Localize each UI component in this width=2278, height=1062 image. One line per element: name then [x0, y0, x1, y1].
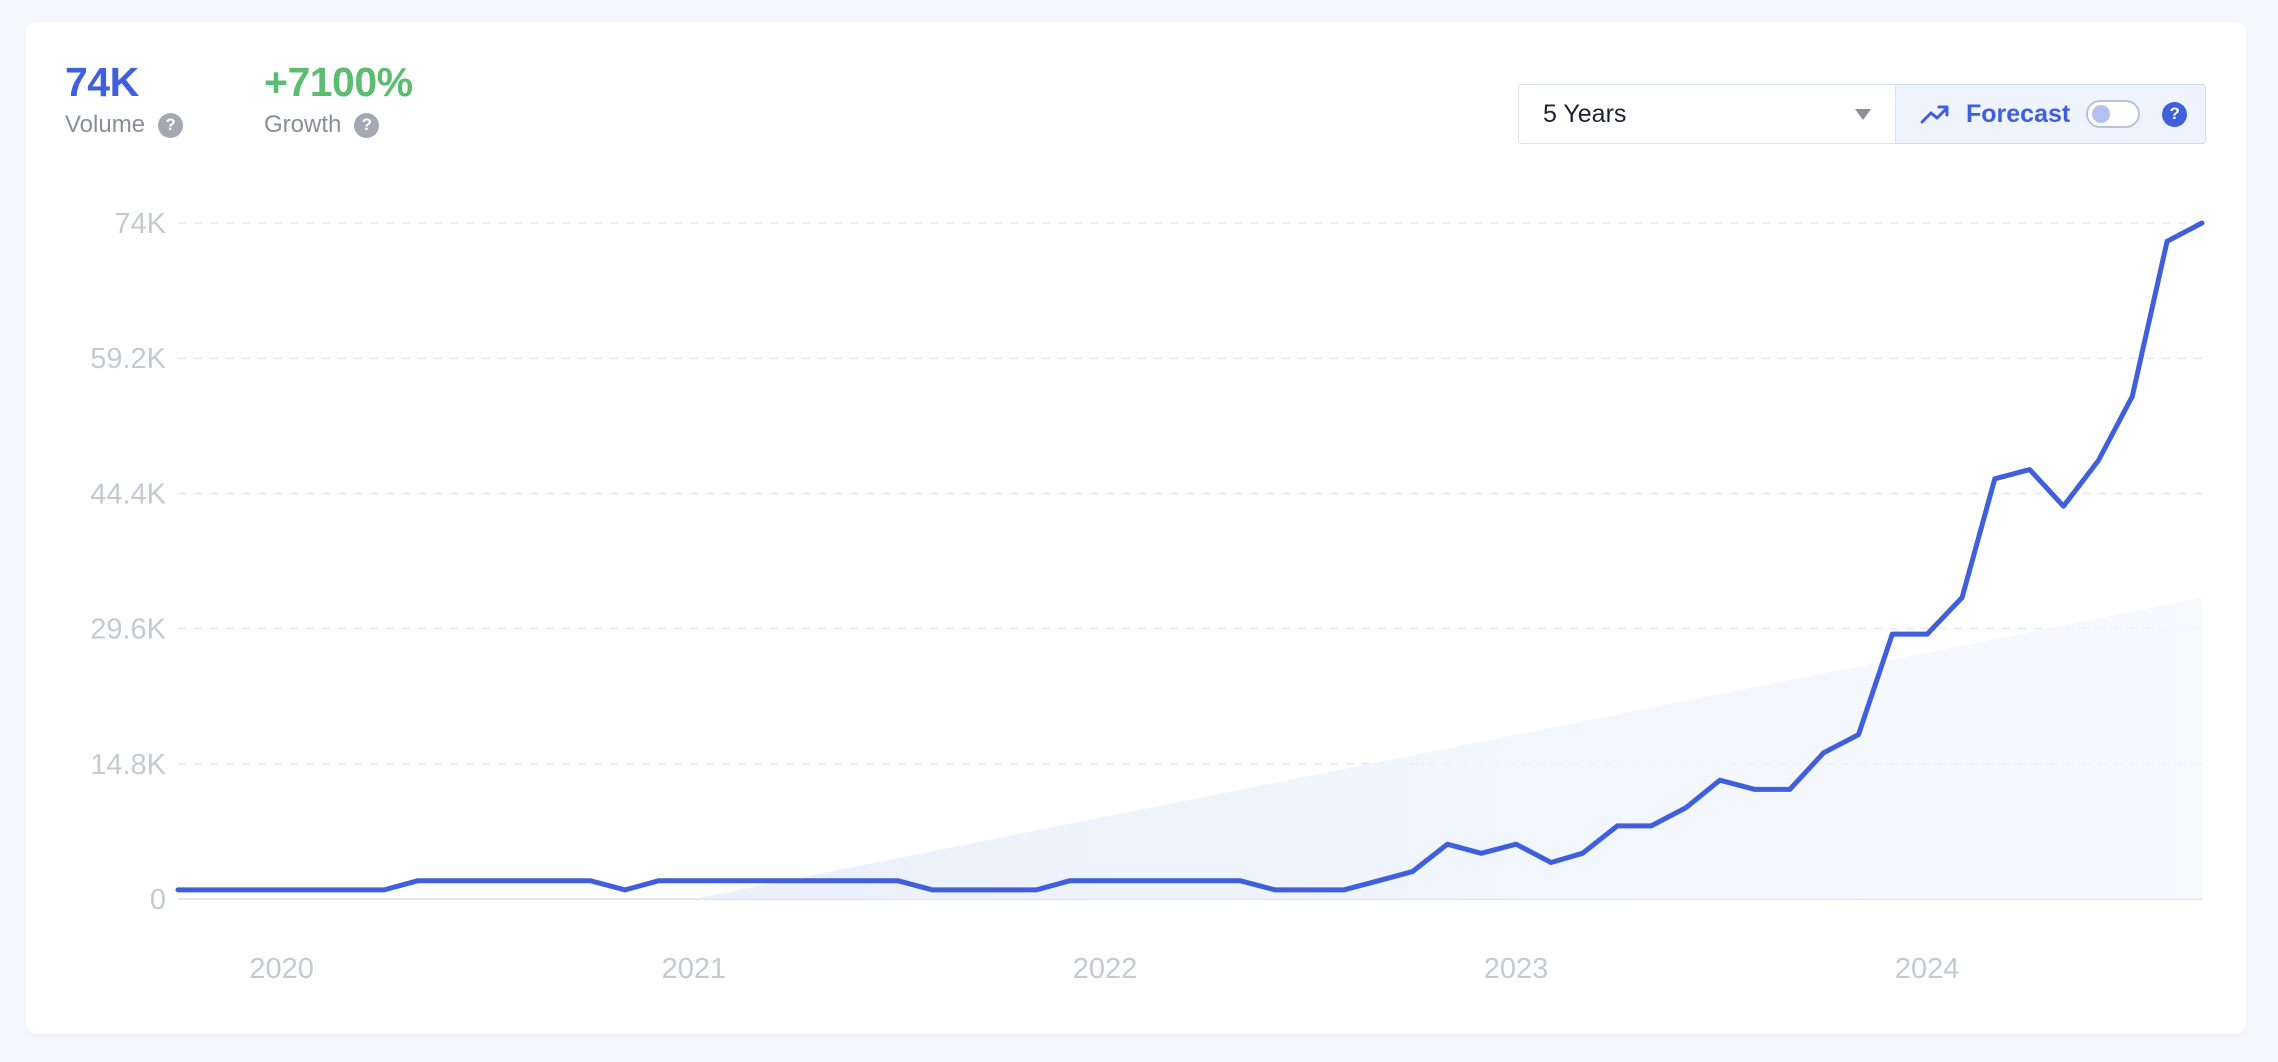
forecast-label: Forecast	[1966, 99, 2071, 128]
x-tick-label: 2021	[662, 953, 727, 985]
caret-down-icon	[1855, 108, 1871, 120]
growth-label: Growth	[264, 111, 342, 138]
y-tick-label: 74K	[114, 208, 166, 240]
trending-up-icon	[1920, 105, 1949, 124]
forecast-area	[693, 597, 2203, 899]
volume-metric: 74K Volume ?	[65, 58, 184, 140]
forecast-control: Forecast ?	[1896, 84, 2206, 144]
growth-help-icon[interactable]: ?	[354, 112, 380, 138]
x-tick-label: 2024	[1895, 953, 1960, 985]
volume-series-line	[175, 220, 2205, 893]
volume-value: 74K	[65, 59, 139, 105]
y-tick-label: 14.8K	[90, 749, 166, 781]
x-tick-label: 2022	[1073, 953, 1138, 985]
growth-value: +7100%	[264, 59, 413, 105]
growth-metric: +7100% Growth ?	[264, 58, 413, 140]
x-tick-label: 2020	[249, 953, 314, 985]
y-tick-label: 29.6K	[90, 614, 166, 646]
volume-help-icon[interactable]: ?	[158, 112, 184, 138]
volume-label: Volume	[65, 111, 146, 138]
toggle-knob	[2092, 105, 2111, 123]
time-range-select[interactable]: 5 Years	[1518, 84, 1896, 144]
y-tick-label: 44.4K	[90, 478, 166, 510]
forecast-help-icon[interactable]: ?	[2162, 101, 2188, 127]
x-tick-label: 2023	[1484, 953, 1549, 985]
y-tick-label: 0	[150, 884, 166, 916]
y-tick-label: 59.2K	[90, 343, 166, 375]
time-range-selected: 5 Years	[1543, 99, 1627, 128]
forecast-toggle[interactable]	[2086, 100, 2141, 128]
chart-controls: 5 Years Forecast ?	[1518, 84, 2206, 144]
